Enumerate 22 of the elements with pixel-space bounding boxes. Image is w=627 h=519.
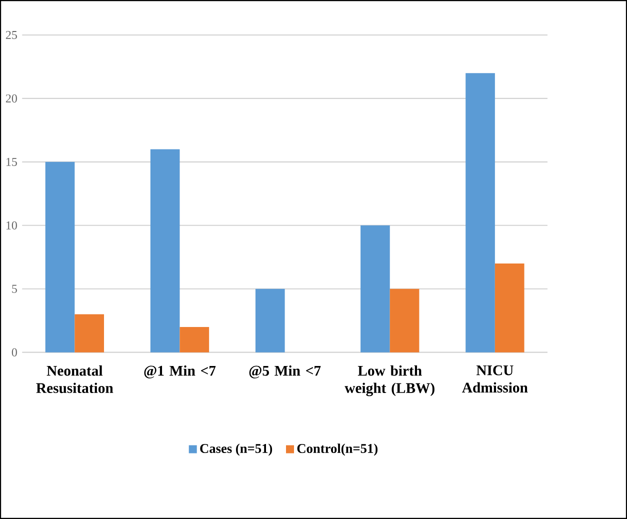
bar <box>360 225 390 352</box>
x-tick-label: Low birth weight (LBW) <box>344 365 434 396</box>
y-tick-label: 5 <box>12 284 17 293</box>
legend-label: Control(n=51) <box>297 444 378 456</box>
legend-label: Cases (n=51) <box>200 444 272 456</box>
x-tick-label: Neonatal Resusitation <box>36 365 114 394</box>
bar <box>494 263 524 352</box>
bar <box>255 288 285 352</box>
y-tick-label: 25 <box>6 30 17 40</box>
bar <box>390 288 420 352</box>
x-tick-label: @5 Min <7 <box>249 365 321 378</box>
bar <box>150 149 180 352</box>
bar <box>180 326 210 352</box>
bar <box>74 314 104 352</box>
x-tick-label: NICU Admission <box>462 365 528 393</box>
bar <box>45 162 75 352</box>
y-tick-label: 10 <box>6 221 17 230</box>
y-tick-label: 20 <box>6 94 17 103</box>
x-tick-label: @1 Min <7 <box>144 365 216 378</box>
y-tick-label: 15 <box>6 158 17 166</box>
y-tick-label: 0 <box>12 348 17 356</box>
bar <box>466 73 495 352</box>
